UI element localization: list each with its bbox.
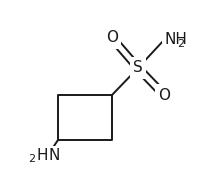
Text: O: O (106, 30, 118, 46)
Text: 2: 2 (28, 154, 35, 164)
Text: H: H (37, 148, 48, 163)
Text: N: N (49, 148, 60, 163)
Text: NH: NH (164, 33, 187, 48)
Text: O: O (158, 88, 170, 103)
Text: 2: 2 (177, 39, 184, 49)
Text: S: S (133, 61, 143, 75)
